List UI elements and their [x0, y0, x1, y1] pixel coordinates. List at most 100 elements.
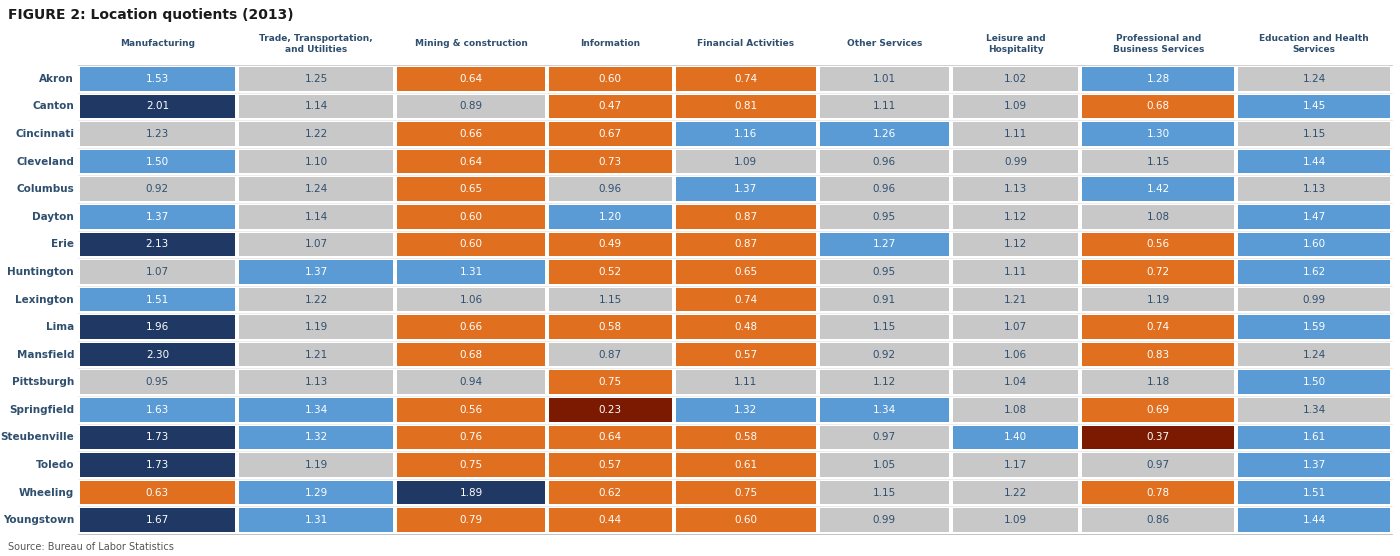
Text: 1.37: 1.37 [734, 184, 757, 194]
Text: 1.22: 1.22 [304, 295, 328, 305]
Text: 1.08: 1.08 [1147, 212, 1170, 222]
Text: 2.30: 2.30 [146, 350, 169, 360]
Text: Mansfield: Mansfield [17, 350, 74, 360]
Text: 1.62: 1.62 [1302, 267, 1326, 277]
Bar [952, 287, 1078, 311]
Bar [952, 398, 1078, 421]
Text: 0.57: 0.57 [599, 460, 622, 470]
Text: 0.64: 0.64 [599, 433, 622, 443]
Bar [549, 95, 672, 118]
Bar [398, 150, 545, 173]
Text: 1.11: 1.11 [1004, 129, 1028, 139]
Text: 0.65: 0.65 [734, 267, 757, 277]
Bar [820, 260, 949, 284]
Text: 1.60: 1.60 [1302, 239, 1326, 249]
Text: 1.73: 1.73 [146, 433, 169, 443]
Text: 1.22: 1.22 [304, 129, 328, 139]
Bar [80, 150, 235, 173]
Bar [398, 453, 545, 477]
Bar [820, 508, 949, 532]
Bar [1238, 232, 1390, 256]
Bar [80, 177, 235, 201]
Bar [549, 398, 672, 421]
Text: 0.23: 0.23 [599, 405, 622, 415]
Text: 0.66: 0.66 [459, 129, 483, 139]
Bar [820, 177, 949, 201]
Text: 0.99: 0.99 [872, 515, 896, 525]
Text: 0.95: 0.95 [146, 378, 169, 388]
Bar [1238, 205, 1390, 229]
Bar [952, 232, 1078, 256]
Text: 0.68: 0.68 [1147, 101, 1170, 111]
Text: 1.32: 1.32 [304, 433, 328, 443]
Bar [952, 205, 1078, 229]
Text: Youngstown: Youngstown [3, 515, 74, 525]
Bar [676, 122, 816, 146]
Text: 0.64: 0.64 [459, 157, 483, 167]
Bar [676, 453, 816, 477]
Text: 0.83: 0.83 [1147, 350, 1170, 360]
Bar [1082, 370, 1235, 394]
Bar [1082, 205, 1235, 229]
Text: 1.44: 1.44 [1302, 157, 1326, 167]
Bar [1238, 315, 1390, 339]
Bar [1082, 481, 1235, 504]
Bar [1082, 122, 1235, 146]
Text: 1.04: 1.04 [1004, 378, 1028, 388]
Bar [1082, 232, 1235, 256]
Text: 0.75: 0.75 [734, 488, 757, 498]
Bar [1082, 177, 1235, 201]
Text: 1.40: 1.40 [1004, 433, 1028, 443]
Bar [238, 232, 393, 256]
Bar [1082, 453, 1235, 477]
Bar [952, 122, 1078, 146]
Text: 1.31: 1.31 [304, 515, 328, 525]
Text: 1.51: 1.51 [146, 295, 169, 305]
Bar [398, 205, 545, 229]
Bar [80, 343, 235, 366]
Bar [676, 343, 816, 366]
Text: 1.47: 1.47 [1302, 212, 1326, 222]
Bar [1238, 260, 1390, 284]
Text: Columbus: Columbus [17, 184, 74, 194]
Bar [1238, 370, 1390, 394]
Text: 1.19: 1.19 [304, 460, 328, 470]
Bar [398, 232, 545, 256]
Text: 1.96: 1.96 [146, 322, 169, 332]
Text: 0.74: 0.74 [1147, 322, 1170, 332]
Text: Pittsburgh: Pittsburgh [11, 378, 74, 388]
Text: 0.87: 0.87 [734, 239, 757, 249]
Bar [80, 370, 235, 394]
Bar [676, 177, 816, 201]
Text: 0.72: 0.72 [1147, 267, 1170, 277]
Text: 0.81: 0.81 [734, 101, 757, 111]
Text: 1.13: 1.13 [1302, 184, 1326, 194]
Bar [820, 95, 949, 118]
Text: 0.99: 0.99 [1302, 295, 1326, 305]
Bar [952, 95, 1078, 118]
Bar [80, 260, 235, 284]
Bar [238, 370, 393, 394]
Bar [676, 370, 816, 394]
Bar [1238, 150, 1390, 173]
Bar [80, 453, 235, 477]
Bar [820, 370, 949, 394]
Text: 1.32: 1.32 [734, 405, 757, 415]
Bar [820, 67, 949, 91]
Text: 0.86: 0.86 [1147, 515, 1170, 525]
Bar [952, 315, 1078, 339]
Text: 1.07: 1.07 [146, 267, 169, 277]
Text: Canton: Canton [32, 101, 74, 111]
Bar [238, 343, 393, 366]
Bar [549, 232, 672, 256]
Bar [238, 315, 393, 339]
Text: Leisure and
Hospitality: Leisure and Hospitality [986, 34, 1046, 54]
Bar [676, 315, 816, 339]
Text: 1.89: 1.89 [459, 488, 483, 498]
Text: 0.78: 0.78 [1147, 488, 1170, 498]
Bar [1238, 122, 1390, 146]
Text: 0.63: 0.63 [146, 488, 169, 498]
Bar [820, 426, 949, 449]
Bar [676, 95, 816, 118]
Text: 0.75: 0.75 [599, 378, 622, 388]
